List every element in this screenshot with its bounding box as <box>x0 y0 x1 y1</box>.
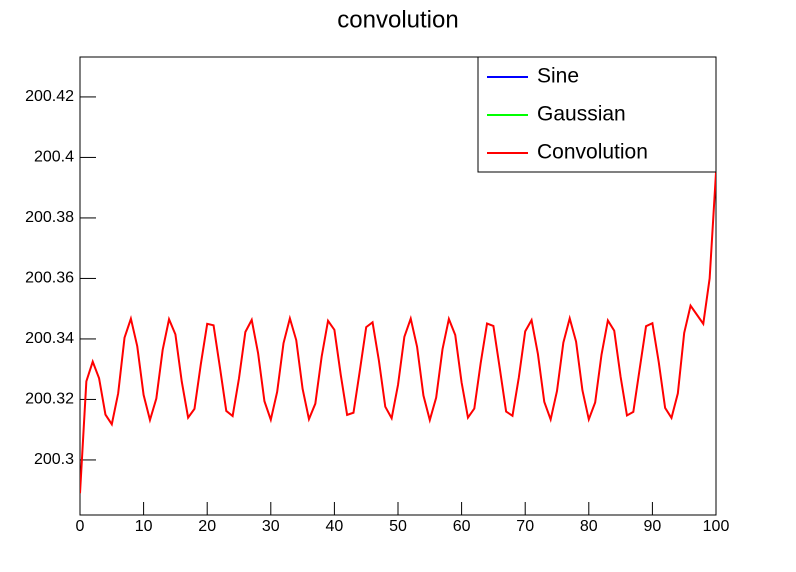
x-tick-label: 60 <box>453 518 471 535</box>
y-tick-label: 200.34 <box>25 330 74 347</box>
x-tick-label: 100 <box>703 518 730 535</box>
y-tick-label: 200.32 <box>25 391 74 408</box>
legend-label: Sine <box>537 65 579 88</box>
y-tick-label: 200.38 <box>25 209 74 226</box>
chart-title: convolution <box>337 6 458 33</box>
y-tick-label: 200.4 <box>34 149 74 166</box>
series-line <box>80 172 716 494</box>
x-tick-label: 30 <box>262 518 280 535</box>
x-tick-label: 80 <box>580 518 598 535</box>
x-tick-label: 20 <box>198 518 216 535</box>
x-tick-label: 50 <box>389 518 407 535</box>
x-tick-label: 90 <box>644 518 662 535</box>
y-tick-label: 200.36 <box>25 270 74 287</box>
x-tick-label: 40 <box>326 518 344 535</box>
y-tick-label: 200.42 <box>25 88 74 105</box>
legend-label: Convolution <box>537 141 648 164</box>
x-tick-label: 70 <box>516 518 534 535</box>
y-tick-label: 200.3 <box>34 451 74 468</box>
legend-label: Gaussian <box>537 103 626 126</box>
x-tick-label: 10 <box>135 518 153 535</box>
x-tick-label: 0 <box>76 518 85 535</box>
